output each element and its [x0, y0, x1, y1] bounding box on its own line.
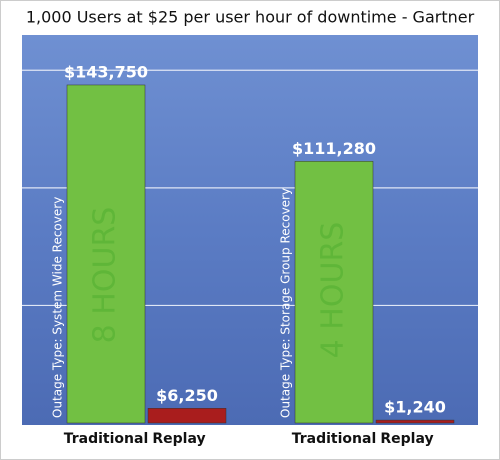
duration: 8 HOURS — [88, 207, 123, 344]
outage-type: Outage Type: System Wide Recovery — [51, 197, 65, 418]
x-tick-label: Replay — [152, 431, 205, 447]
x-tick-label: Traditional — [64, 431, 149, 447]
x-tick-label: Replay — [380, 431, 433, 447]
value-label: $1,240 — [384, 398, 446, 417]
outage-type: Outage Type: Storage Group Recovery — [279, 188, 293, 418]
duration: 4 HOURS — [316, 222, 351, 359]
value-label: $6,250 — [156, 386, 218, 405]
bar — [294, 161, 374, 424]
value-label: $111,280 — [292, 139, 376, 158]
x-tick-label: Traditional — [292, 431, 377, 447]
value-label: $143,750 — [64, 62, 148, 81]
bar — [147, 408, 227, 424]
chart-title: 1,000 Users at $25 per user hour of down… — [26, 8, 475, 27]
bar — [375, 419, 455, 424]
bar — [66, 84, 146, 424]
